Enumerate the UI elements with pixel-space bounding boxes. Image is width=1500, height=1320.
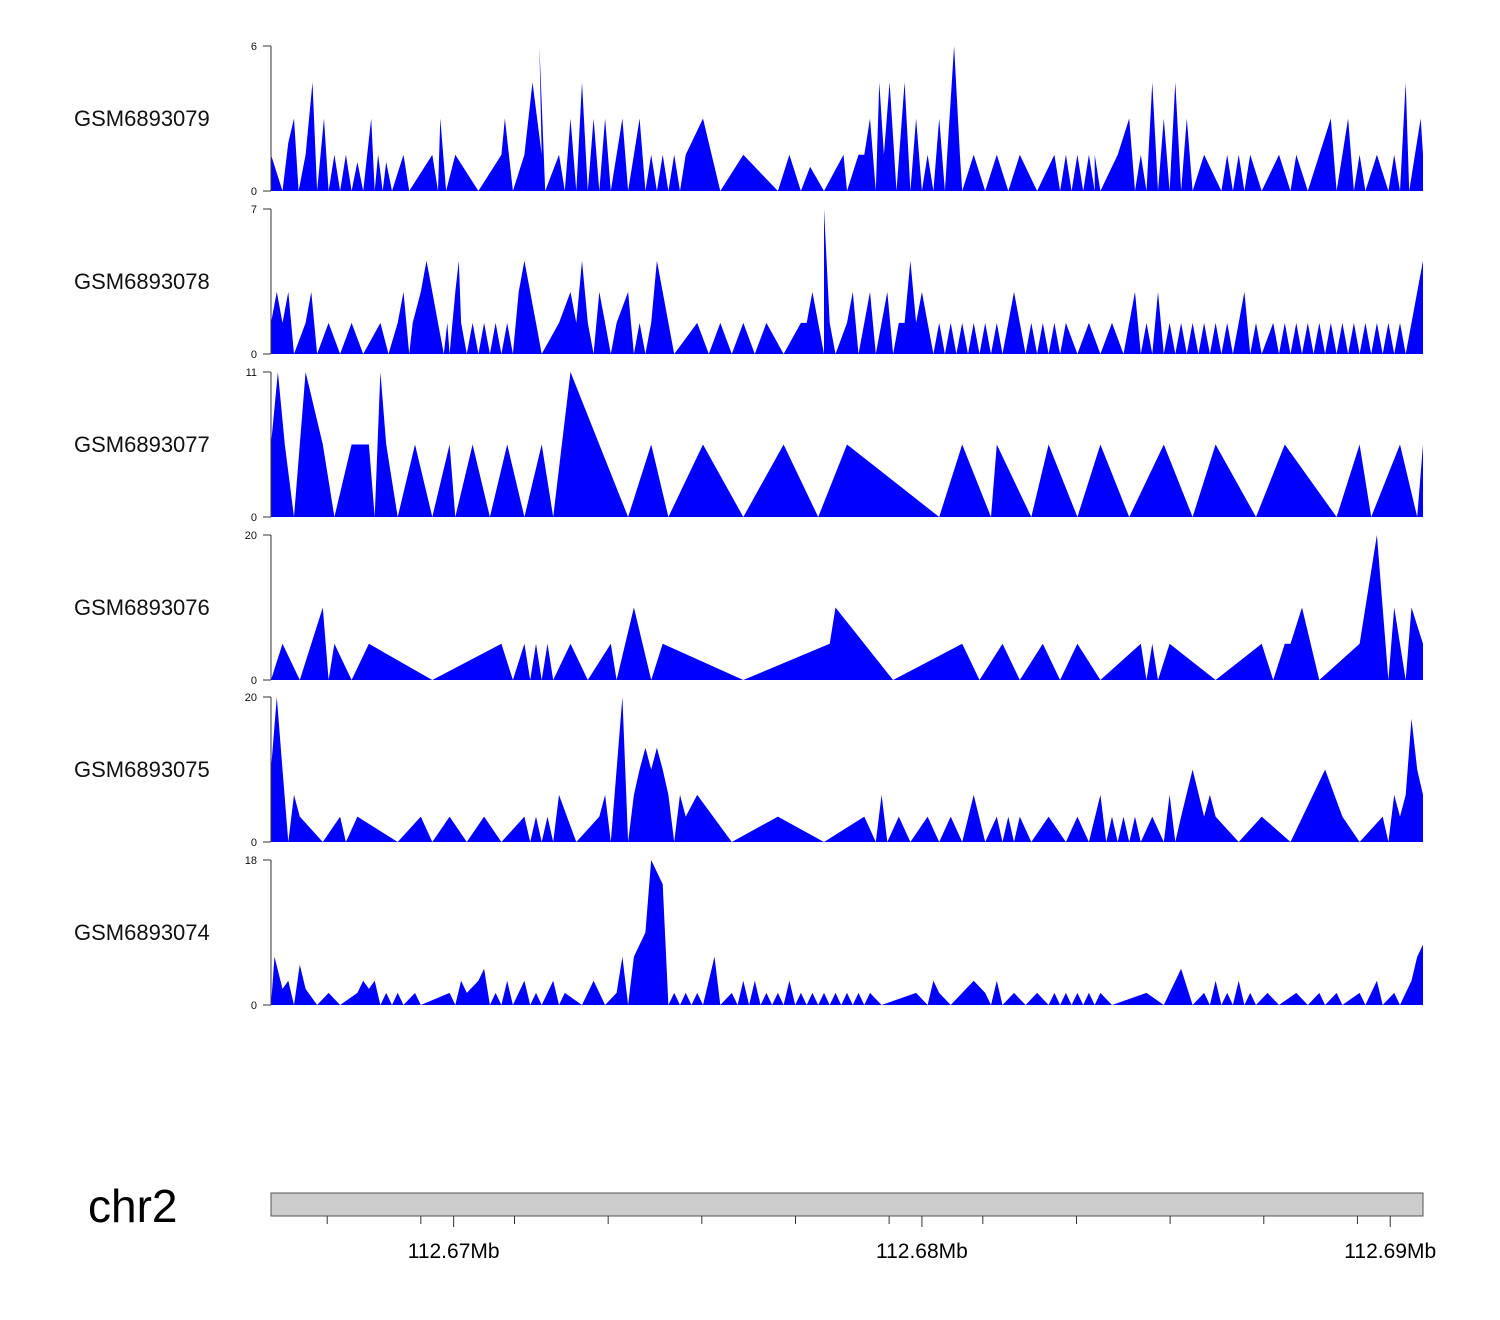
y-axis-max-label: 7 (251, 204, 257, 216)
y-axis-max-label: 18 (245, 855, 257, 867)
track-GSM6893078: GSM6893078 7 0 (74, 204, 1423, 361)
track-label: GSM6893075 (74, 757, 210, 782)
y-axis-min-label: 0 (251, 349, 257, 361)
track-label: GSM6893078 (74, 269, 210, 294)
track-label: GSM6893074 (74, 920, 210, 945)
chromosome-ideogram-bar (270, 1192, 1424, 1217)
coverage-area (271, 535, 1423, 680)
track-label: GSM6893077 (74, 432, 210, 457)
track-GSM6893079: GSM6893079 6 0 (74, 41, 1423, 198)
coverage-area (271, 860, 1423, 1005)
y-axis-min-label: 0 (251, 186, 257, 198)
y-axis-max-label: 20 (245, 692, 257, 704)
y-axis-max-label: 11 (246, 367, 257, 379)
track-GSM6893077: GSM6893077 11 0 (74, 367, 1423, 524)
track-label: GSM6893079 (74, 106, 210, 131)
y-axis-max-label: 20 (245, 530, 257, 542)
y-axis-min-label: 0 (251, 512, 257, 524)
coverage-tracks: GSM689307960GSM689307870GSM6893077110GSM… (74, 41, 1423, 1012)
track-GSM6893074: GSM6893074 18 0 (74, 855, 1423, 1012)
track-GSM6893075: GSM6893075 20 0 (74, 692, 1423, 849)
y-axis-min-label: 0 (251, 837, 257, 849)
major-tick-label: 112.68Mb (876, 1240, 968, 1263)
chromosome-label: chr2 (88, 1180, 177, 1232)
y-axis-min-label: 0 (251, 1000, 257, 1012)
major-tick-label: 112.67Mb (408, 1240, 500, 1263)
chromosome-axis: chr2 112.67Mb 112.68Mb 112.69Mb (88, 1180, 1436, 1263)
coverage-area (271, 372, 1423, 517)
y-axis-max-label: 6 (251, 41, 257, 53)
coverage-area (271, 697, 1423, 842)
genome-axis-ticks: 112.67Mb 112.68Mb 112.69Mb (326, 1216, 1436, 1263)
track-label: GSM6893076 (74, 595, 210, 620)
coverage-area (271, 209, 1423, 354)
major-tick-label: 112.69Mb (1344, 1240, 1436, 1263)
y-axis-min-label: 0 (251, 675, 257, 687)
coverage-area (271, 46, 1423, 191)
track-GSM6893076: GSM6893076 20 0 (74, 530, 1423, 687)
